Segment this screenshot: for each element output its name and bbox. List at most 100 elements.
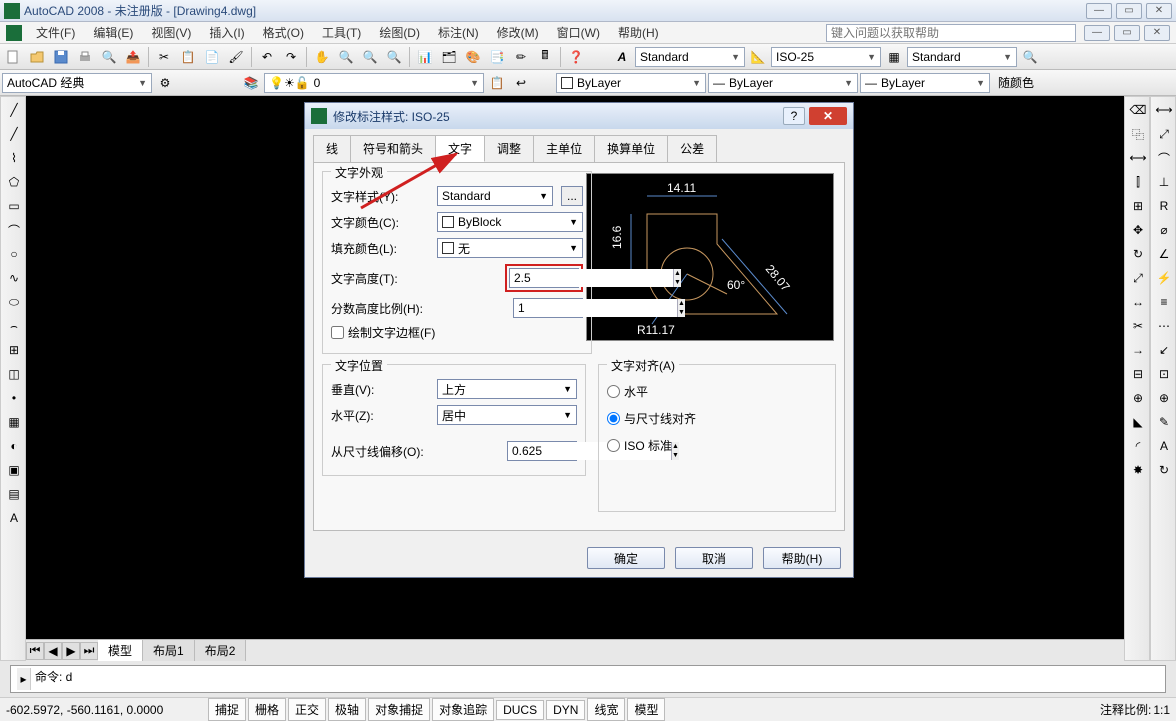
mdi-restore-button[interactable]: ▭ [1114, 25, 1140, 41]
lineweight-combo[interactable]: —ByLayer▼ [860, 73, 990, 93]
gradient-icon[interactable]: ◐ [3, 435, 25, 457]
mirror-icon[interactable]: ⟷ [1127, 147, 1149, 169]
table-style-combo[interactable]: Standard▼ [907, 47, 1017, 67]
preview-icon[interactable]: 🔍 [98, 46, 120, 68]
zoom-realtime-icon[interactable]: 🔍 [335, 46, 357, 68]
cut-icon[interactable]: ✂ [153, 46, 175, 68]
xline-icon[interactable]: ╱ [3, 123, 25, 145]
fill-color-select[interactable]: 无▼ [437, 238, 583, 258]
dim-linear-icon[interactable]: ⟷ [1153, 99, 1175, 121]
layer-prev-icon[interactable]: ↩ [510, 72, 532, 94]
new-icon[interactable] [2, 46, 24, 68]
command-line[interactable]: ▸ 命令: d [10, 665, 1166, 693]
menu-modify[interactable]: 修改(M) [489, 22, 547, 43]
maximize-button[interactable]: ▭ [1116, 3, 1142, 19]
dim-edit-icon[interactable]: ✎ [1153, 411, 1175, 433]
save-icon[interactable] [50, 46, 72, 68]
paste-icon[interactable]: 📄 [201, 46, 223, 68]
minimize-button[interactable]: — [1086, 3, 1112, 19]
explode-icon[interactable]: ✸ [1127, 459, 1149, 481]
cancel-button[interactable]: 取消 [675, 547, 753, 569]
tab-prev-icon[interactable]: ◀ [44, 642, 62, 660]
workspace-combo[interactable]: AutoCAD 经典▼ [2, 73, 152, 93]
dim-tedit-icon[interactable]: A [1153, 435, 1175, 457]
search-style-icon[interactable]: 🔍 [1019, 46, 1041, 68]
tab-symbols[interactable]: 符号和箭头 [350, 135, 436, 162]
dim-leader-icon[interactable]: ↙ [1153, 339, 1175, 361]
erase-icon[interactable]: ⌫ [1127, 99, 1149, 121]
align-horizontal-radio[interactable] [607, 385, 620, 398]
align-dimline-radio[interactable] [607, 412, 620, 425]
vertical-select[interactable]: 上方▼ [437, 379, 577, 399]
layer-props-icon[interactable]: 📚 [240, 72, 262, 94]
ellipse-arc-icon[interactable]: ⌢ [3, 315, 25, 337]
help-icon[interactable]: ❓ [565, 46, 587, 68]
pan-icon[interactable]: ✋ [311, 46, 333, 68]
calc-icon[interactable]: 🖩 [534, 46, 556, 68]
dim-quick-icon[interactable]: ⚡ [1153, 267, 1175, 289]
mtext-icon[interactable]: A [3, 507, 25, 529]
chamfer-icon[interactable]: ◣ [1127, 411, 1149, 433]
dim-style-combo[interactable]: ISO-25▼ [771, 47, 881, 67]
fraction-scale-input[interactable] [514, 299, 677, 317]
table-icon[interactable]: ▤ [3, 483, 25, 505]
hatch-icon[interactable]: ▦ [3, 411, 25, 433]
copy-obj-icon[interactable]: ⿻ [1127, 123, 1149, 145]
layer-combo[interactable]: 💡 ☀ 🔓 0 ▼ [264, 73, 484, 93]
open-icon[interactable] [26, 46, 48, 68]
draw-frame-checkbox[interactable] [331, 326, 344, 339]
dim-arc-icon[interactable]: ⌒ [1153, 147, 1175, 169]
dim-diameter-icon[interactable]: ⌀ [1153, 219, 1175, 241]
tab-tolerance[interactable]: 公差 [667, 135, 717, 162]
text-color-select[interactable]: ByBlock▼ [437, 212, 583, 232]
menu-edit[interactable]: 编辑(E) [85, 22, 141, 43]
osnap-toggle[interactable]: 对象捕捉 [368, 698, 430, 721]
redo-icon[interactable]: ↷ [280, 46, 302, 68]
zoom-prev-icon[interactable]: 🔍 [359, 46, 381, 68]
tab-last-icon[interactable]: ⏭ [80, 642, 98, 660]
move-icon[interactable]: ✥ [1127, 219, 1149, 241]
polyline-icon[interactable]: ⌇ [3, 147, 25, 169]
grid-toggle[interactable]: 栅格 [248, 698, 286, 721]
match-icon[interactable]: 🖌 [225, 46, 247, 68]
dim-center-icon[interactable]: ⊕ [1153, 387, 1175, 409]
align-iso-radio[interactable] [607, 439, 620, 452]
text-height-down[interactable]: ▼ [674, 278, 681, 287]
menu-format[interactable]: 格式(O) [255, 22, 312, 43]
ok-button[interactable]: 确定 [587, 547, 665, 569]
tab-first-icon[interactable]: ⏮ [26, 642, 44, 660]
polygon-icon[interactable]: ⬠ [3, 171, 25, 193]
lwt-toggle[interactable]: 线宽 [587, 698, 625, 721]
block-icon[interactable]: ◫ [3, 363, 25, 385]
tab-fit[interactable]: 调整 [484, 135, 534, 162]
text-height-spinner[interactable]: ▲▼ [509, 268, 579, 288]
dim-aligned-icon[interactable]: ⤢ [1153, 123, 1175, 145]
undo-icon[interactable]: ↶ [256, 46, 278, 68]
dim-update-icon[interactable]: ↻ [1153, 459, 1175, 481]
stretch-icon[interactable]: ↔ [1127, 291, 1149, 313]
help-button[interactable]: 帮助(H) [763, 547, 841, 569]
toolpalette-icon[interactable]: 🎨 [462, 46, 484, 68]
text-height-up[interactable]: ▲ [674, 269, 681, 278]
ortho-toggle[interactable]: 正交 [288, 698, 326, 721]
offset-icon[interactable]: ⫿ [1127, 171, 1149, 193]
offset-spinner[interactable]: ▲▼ [507, 441, 577, 461]
otrack-toggle[interactable]: 对象追踪 [432, 698, 494, 721]
fraction-scale-spinner[interactable]: ▲▼ [513, 298, 583, 318]
help-search-input[interactable] [826, 24, 1076, 42]
designctr-icon[interactable]: 🗂 [438, 46, 460, 68]
properties-icon[interactable]: 📊 [414, 46, 436, 68]
dyn-toggle[interactable]: DYN [546, 700, 585, 720]
color-combo[interactable]: ByLayer▼ [556, 73, 706, 93]
fillet-icon[interactable]: ◜ [1127, 435, 1149, 457]
break-icon[interactable]: ⊟ [1127, 363, 1149, 385]
menu-draw[interactable]: 绘图(D) [371, 22, 428, 43]
menu-view[interactable]: 视图(V) [143, 22, 199, 43]
dim-ordinate-icon[interactable]: ⊥ [1153, 171, 1175, 193]
sheetset-icon[interactable]: 📑 [486, 46, 508, 68]
menu-tools[interactable]: 工具(T) [314, 22, 369, 43]
model-toggle[interactable]: 模型 [627, 698, 665, 721]
horizontal-select[interactable]: 居中▼ [437, 405, 577, 425]
tab-lines[interactable]: 线 [313, 135, 351, 162]
menu-dimension[interactable]: 标注(N) [430, 22, 487, 43]
